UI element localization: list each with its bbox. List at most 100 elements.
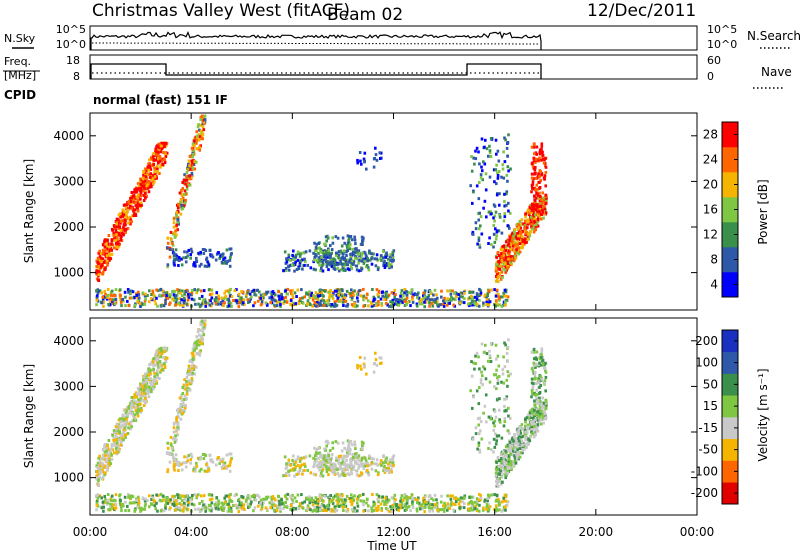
power-cell [130, 220, 133, 224]
velocity-cell [214, 506, 218, 510]
velocity-cell [182, 383, 186, 387]
velocity-cell [301, 506, 305, 510]
power-cell [149, 176, 152, 179]
power-cell [508, 235, 512, 239]
velocity-cell [453, 497, 456, 500]
power-cell [389, 253, 392, 257]
velocity-cell [357, 474, 361, 478]
power-cell [191, 161, 194, 165]
velocity-cell [147, 373, 151, 377]
power-cell [100, 291, 103, 295]
velocity-cell [171, 494, 174, 498]
power-cell [142, 174, 145, 177]
power-cell [500, 255, 503, 259]
velocity-cell [430, 497, 433, 500]
power-cell [514, 256, 518, 260]
power-cell [475, 297, 479, 301]
velocity-cell [160, 364, 163, 368]
power-cell [313, 301, 316, 304]
velocity-cell [360, 458, 364, 462]
power-cell [139, 182, 142, 186]
power-cell [331, 241, 335, 245]
power-cell [173, 259, 176, 263]
velocity-cell [279, 508, 282, 511]
power-cell [449, 292, 453, 296]
velocity-cell [322, 504, 326, 508]
power-cell [200, 294, 204, 298]
power-cell [171, 297, 174, 301]
power-cell [119, 221, 122, 225]
power-cell [428, 298, 432, 302]
velocity-cell [367, 473, 371, 477]
velocity-cell [128, 501, 132, 505]
velocity-cell [306, 507, 309, 511]
power-cell [536, 219, 539, 223]
power-cell [469, 294, 473, 298]
velocity-cell [337, 455, 341, 458]
velocity-cell [190, 351, 194, 355]
velocity-cell [116, 436, 119, 440]
velocity-cell [171, 448, 175, 452]
velocity-cell [370, 507, 374, 511]
velocity-cell [347, 443, 350, 447]
power-cell [197, 138, 201, 142]
velocity-cell [294, 465, 297, 469]
power-cell [405, 293, 409, 297]
power-cell [375, 158, 379, 162]
velocity-cell [193, 493, 196, 497]
velocity-cell [355, 473, 359, 477]
power-cell [315, 301, 319, 305]
velocity-cell [177, 469, 180, 472]
velocity-cell [188, 360, 192, 363]
power-cell [185, 302, 188, 306]
power-cell [356, 161, 359, 165]
velocity-cell [334, 440, 338, 444]
velocity-cell [110, 453, 113, 457]
velocity-cell [497, 498, 500, 501]
velocity-cell [187, 497, 190, 501]
velocity-cell [300, 493, 303, 497]
power-cell [390, 265, 393, 269]
velocity-cell [289, 463, 292, 467]
power-cell [506, 266, 510, 270]
power-cell [152, 152, 156, 155]
power-cell [169, 301, 172, 305]
power-cell [198, 297, 201, 300]
power-cell [514, 245, 518, 249]
velocity-cell [190, 380, 193, 384]
power-cell [492, 216, 495, 220]
power-cell [326, 236, 330, 240]
velocity-cell [419, 507, 422, 511]
power-cell [228, 258, 232, 262]
velocity-cell [95, 508, 98, 512]
power-cell [226, 305, 229, 309]
velocity-cell [185, 376, 189, 379]
velocity-cell [173, 436, 176, 440]
power-cell [140, 202, 143, 205]
velocity-cell [277, 495, 280, 499]
power-cell [153, 299, 157, 303]
velocity-cell [320, 460, 323, 464]
power-heatmap-cells [95, 114, 548, 309]
power-cell [372, 297, 376, 301]
velocity-cell [140, 407, 143, 410]
power-cell [343, 241, 346, 245]
power-cell [540, 202, 544, 206]
velocity-cell [323, 507, 326, 511]
power-cell [470, 290, 474, 294]
velocity-cell [130, 425, 133, 429]
velocity-cell [450, 501, 453, 505]
velocity-cell [357, 466, 360, 470]
velocity-cell [136, 414, 140, 418]
power-cell [505, 146, 509, 150]
velocity-cell [243, 508, 246, 511]
velocity-cell [222, 463, 225, 466]
power-cell [266, 290, 270, 294]
power-cell [166, 236, 169, 240]
power-cell [432, 293, 435, 297]
power-cell [504, 262, 507, 266]
velocity-cell [278, 499, 281, 503]
power-cell [314, 295, 317, 299]
velocity-cell [183, 455, 186, 459]
power-cell [474, 221, 478, 225]
